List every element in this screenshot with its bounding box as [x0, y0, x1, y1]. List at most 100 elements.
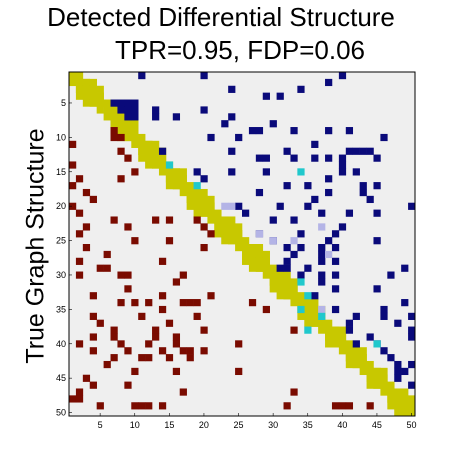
- chart-subtitle: TPR=0.95, FDP=0.06: [114, 35, 366, 65]
- true-edge-cell: [82, 188, 91, 197]
- diagonal-cell: [276, 285, 284, 293]
- detected-edge-cell: [262, 92, 270, 100]
- true-edge-cell: [124, 223, 132, 231]
- true-edge-cell: [158, 347, 167, 355]
- diagonal-cell: [283, 271, 291, 279]
- diagonal-cell: [96, 92, 104, 100]
- diagonal-cell: [248, 264, 257, 272]
- diagonal-cell: [152, 161, 160, 169]
- diagonal-cell: [200, 209, 208, 217]
- diagonal-cell: [304, 312, 312, 320]
- diagonal-cell: [325, 340, 333, 348]
- diagonal-cell: [152, 140, 160, 148]
- x-tick-label: 45: [372, 420, 382, 430]
- diagonal-cell: [331, 333, 340, 341]
- detected-edge-cell: [228, 85, 236, 93]
- detected-edge-cell: [345, 147, 354, 155]
- diagonal-cell: [255, 250, 264, 259]
- missed-edge-cell: [318, 305, 326, 314]
- diagonal-cell: [338, 347, 347, 355]
- diagonal-cell: [248, 244, 257, 252]
- diagonal-cell: [248, 250, 257, 259]
- true-edge-cell: [165, 216, 174, 224]
- diagonal-cell: [82, 99, 91, 107]
- x-tick-label: 5: [98, 420, 103, 430]
- detected-edge-cell: [311, 292, 319, 300]
- diagonal-cell: [124, 133, 132, 142]
- diagonal-cell: [138, 133, 146, 142]
- true-edge-cell: [172, 333, 181, 341]
- x-tick-label: 20: [199, 420, 209, 430]
- diagonal-cell: [221, 237, 229, 245]
- true-edge-cell: [138, 354, 146, 362]
- detected-edge-cell: [408, 326, 416, 334]
- diagonal-cell: [145, 161, 153, 169]
- true-edge-cell: [75, 257, 84, 265]
- true-edge-cell: [89, 347, 97, 355]
- true-edge-cell: [75, 175, 84, 183]
- detected-edge-cell: [373, 182, 381, 190]
- detected-edge-cell: [366, 147, 374, 155]
- detected-edge-cell: [228, 113, 236, 121]
- detected-edge-cell: [359, 188, 367, 197]
- diagonal-cell: [165, 182, 174, 190]
- detected-edge-cell: [331, 230, 340, 238]
- diagonal-cell: [366, 374, 374, 382]
- detected-edge-cell: [269, 216, 277, 224]
- detected-edge-cell: [110, 99, 118, 107]
- true-edge-cell: [124, 381, 132, 389]
- diagonal-cell: [387, 381, 395, 389]
- diagonal-cell: [352, 347, 360, 355]
- true-edge-cell: [193, 216, 201, 224]
- diagonal-cell: [214, 216, 222, 224]
- true-edge-cell: [110, 216, 118, 224]
- detected-edge-cell: [318, 209, 326, 217]
- diagonal-cell: [345, 360, 354, 369]
- true-edge-cell: [75, 271, 84, 279]
- diagonal-cell: [262, 271, 270, 279]
- detected-edge-cell: [373, 209, 381, 217]
- missed-edge-cell: [290, 237, 298, 245]
- diagonal-cell: [276, 271, 284, 279]
- y-axis-ticks: 5 10 15 20 25 30 35 40 45 50: [56, 98, 72, 418]
- detected-edge-cell: [283, 264, 291, 272]
- true-edge-cell: [172, 278, 181, 286]
- detected-edge-cell: [380, 133, 388, 142]
- diagonal-cell: [331, 326, 340, 334]
- diagonal-cell: [325, 319, 333, 327]
- true-edge-cell: [89, 381, 97, 389]
- true-edge-cell: [82, 244, 91, 252]
- y-tick-label: 10: [56, 132, 66, 142]
- true-edge-cell: [165, 354, 174, 362]
- diagonal-cell: [345, 354, 354, 362]
- diagonal-cell: [242, 250, 250, 259]
- detected-edge-cell: [401, 367, 409, 376]
- diagonal-cell: [145, 154, 153, 162]
- y-tick-label: 40: [56, 339, 66, 349]
- diagonal-cell: [248, 257, 257, 265]
- true-edge-cell: [179, 299, 187, 307]
- x-tick-label: 50: [407, 420, 417, 430]
- diagonal-cell: [200, 188, 208, 197]
- x-tick-label: 15: [164, 420, 174, 430]
- detected-edge-cell: [297, 85, 305, 93]
- true-edge-cell: [262, 305, 270, 314]
- diagonal-cell: [228, 230, 236, 238]
- detected-edge-cell: [131, 99, 139, 107]
- y-tick-label: 35: [56, 304, 66, 314]
- detected-edge-cell: [366, 195, 374, 204]
- true-edge-cell: [186, 299, 194, 307]
- diagonal-cell: [311, 305, 319, 314]
- diagonal-cell: [138, 154, 146, 162]
- diagonal-cell: [193, 202, 201, 210]
- diagonal-cell: [359, 360, 367, 369]
- x-tick-label: 30: [268, 420, 278, 430]
- diagonal-cell: [207, 209, 215, 217]
- diagonal-cell: [82, 78, 91, 87]
- diagonal-cell: [89, 92, 97, 100]
- diagonal-cell: [366, 360, 374, 369]
- diagonal-cell: [242, 237, 250, 245]
- detected-edge-cell: [248, 127, 257, 135]
- true-edge-cell: [69, 395, 77, 403]
